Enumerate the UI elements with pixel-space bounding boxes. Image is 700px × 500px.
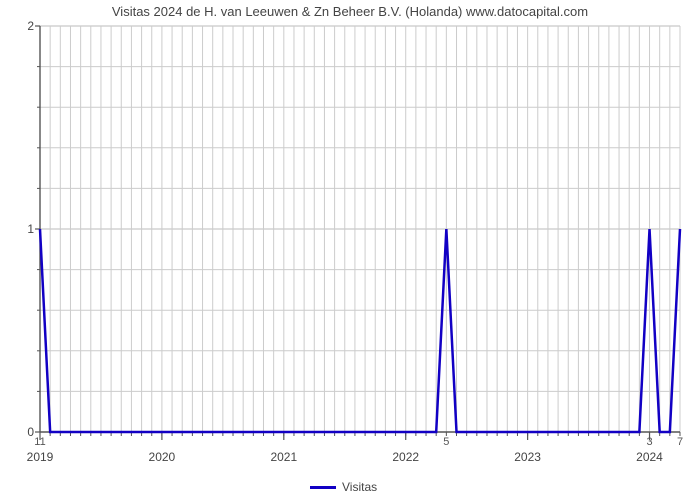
plot-area: 01220192020202120222023202411537 [40,26,680,432]
x-point-label: 5 [443,436,449,448]
legend-label: Visitas [342,480,377,494]
x-point-label: 7 [677,436,683,448]
series-line [40,229,680,432]
x-point-label: 3 [646,436,652,448]
chart-svg [40,26,680,432]
y-tick-label: 0 [27,425,34,439]
y-tick-label: 1 [27,222,34,236]
x-year-label: 2020 [149,450,176,464]
x-year-label: 2022 [392,450,419,464]
x-year-label: 2019 [27,450,54,464]
x-year-label: 2024 [636,450,663,464]
x-year-label: 2021 [270,450,297,464]
y-tick-label: 2 [27,19,34,33]
x-year-label: 2023 [514,450,541,464]
x-point-label: 11 [34,436,45,448]
legend: Visitas [310,480,377,494]
legend-swatch [310,486,336,489]
chart-title: Visitas 2024 de H. van Leeuwen & Zn Behe… [0,4,700,19]
chart-container: Visitas 2024 de H. van Leeuwen & Zn Behe… [0,0,700,500]
